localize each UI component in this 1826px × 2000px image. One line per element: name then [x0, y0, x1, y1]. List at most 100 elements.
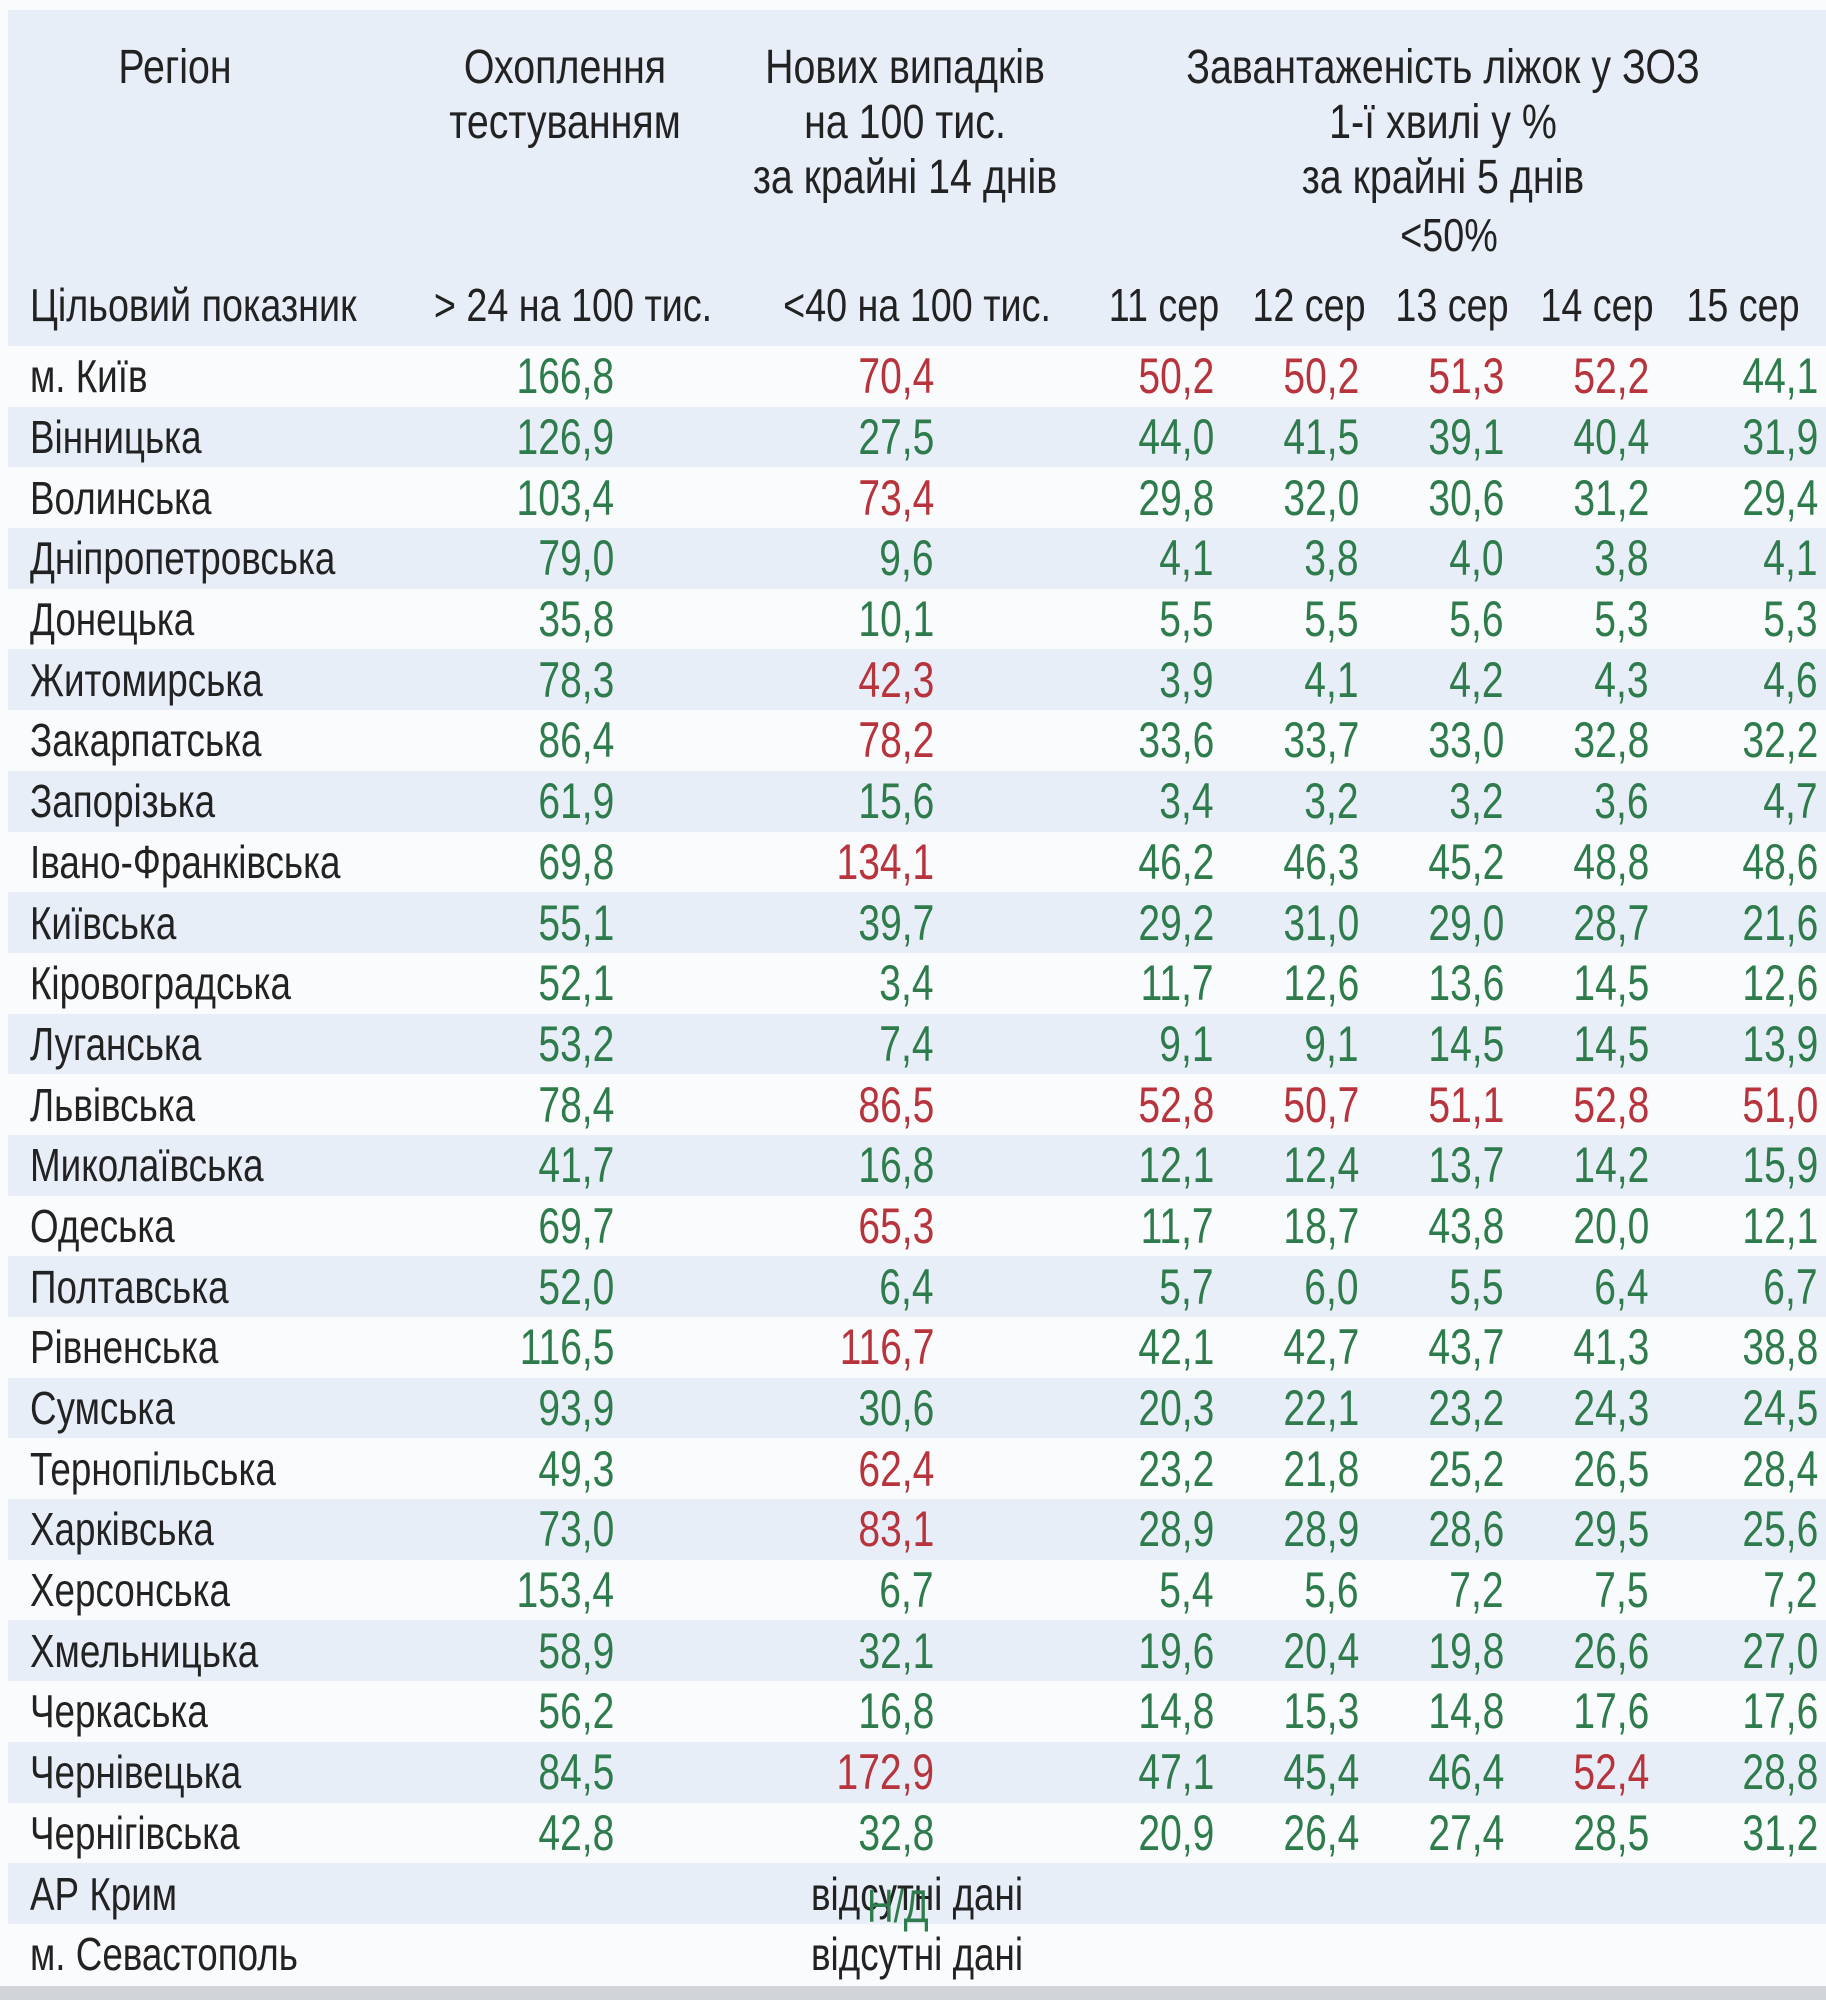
beds-value-4-text: 41,3 [1573, 1319, 1649, 1376]
beds-value-2-text: 3,8 [1304, 530, 1359, 587]
no-data-cell: відсутні дані [340, 1927, 1826, 1981]
testing-value-text: 78,4 [538, 1076, 614, 1133]
region-name-cell: Одеська [8, 1199, 340, 1253]
testing-value-text: 53,2 [538, 1015, 614, 1072]
beds-value-5-text: 6,7 [1763, 1258, 1818, 1315]
column-header-region: Регіон [118, 40, 231, 95]
testing-value: 78,4 [340, 1076, 622, 1134]
beds-value-2-text: 21,8 [1283, 1440, 1359, 1497]
beds-value-5: 51,0 [1657, 1076, 1826, 1134]
beds-value-3-text: 5,5 [1449, 1258, 1504, 1315]
beds-value-1: 5,5 [942, 590, 1222, 648]
beds-value-2-text: 3,2 [1304, 773, 1359, 830]
cases-value-text: 6,7 [879, 1562, 934, 1619]
testing-value: 79,0 [340, 529, 622, 587]
beds-value-3: 4,2 [1367, 651, 1512, 709]
cases-value: 39,7 [622, 894, 942, 952]
beds-value-5-text: 25,6 [1742, 1501, 1818, 1558]
beds-value-5: 5,3 [1657, 590, 1826, 648]
region-name-cell: Луганська [8, 1017, 340, 1071]
testing-value-text: 79,0 [538, 530, 614, 587]
cases-value: 3,4 [622, 954, 942, 1012]
beds-value-1-text: 23,2 [1138, 1440, 1214, 1497]
table-row: Вінницька 126,9 27,5 44,0 41,5 39,1 40,4 31,9 [8, 406, 1826, 468]
beds-value-2-text: 45,4 [1283, 1744, 1359, 1801]
beds-value-1-text: 9,1 [1159, 1015, 1214, 1072]
beds-value-4-text: 24,3 [1573, 1380, 1649, 1437]
beds-value-4-text: 32,8 [1573, 712, 1649, 769]
beds-value-3-text: 43,7 [1428, 1319, 1504, 1376]
table-row: Луганська 53,2 7,4 9,1 9,1 14,5 14,5 13,9 [8, 1013, 1826, 1075]
beds-value-5-text: 28,8 [1742, 1744, 1818, 1801]
testing-value-text: 78,3 [538, 651, 614, 708]
beds-value-3-text: 29,0 [1428, 894, 1504, 951]
beds-value-5-text: 12,1 [1742, 1197, 1818, 1254]
beds-value-2-text: 46,3 [1283, 833, 1359, 890]
cases-value-text: 30,6 [858, 1380, 934, 1437]
beds-value-5: 48,6 [1657, 833, 1826, 891]
cases-value: 78,2 [622, 711, 942, 769]
beds-value-2: 12,6 [1222, 954, 1367, 1012]
region-name-cell: Київська [8, 896, 340, 950]
table-row: Черкаська 56,2 16,8 14,8 15,3 14,8 17,6 17,6 [8, 1681, 1826, 1742]
beds-value-1-text: 20,9 [1138, 1804, 1214, 1861]
beds-value-3: 45,2 [1367, 833, 1512, 891]
region-name-cell: Закарпатська [8, 713, 340, 767]
beds-value-5: 38,8 [1657, 1318, 1826, 1376]
cases-value: 65,3 [622, 1197, 942, 1255]
cases-value-text: 32,1 [858, 1622, 934, 1679]
testing-value-text: 41,7 [538, 1137, 614, 1194]
region-name: Київська [30, 896, 177, 949]
cases-value-text: 86,5 [858, 1076, 934, 1133]
beds-value-3: 30,6 [1367, 469, 1512, 527]
beds-value-4-text: 26,5 [1573, 1440, 1649, 1497]
cases-value-text: 16,8 [858, 1137, 934, 1194]
cases-value: 10,1 [622, 590, 942, 648]
cases-value: 32,1 [622, 1622, 942, 1680]
cases-value-text: 3,4 [879, 955, 934, 1012]
table-row: Донецька 35,8 10,1 5,5 5,5 5,6 5,3 5,3 [8, 589, 1826, 650]
region-name-cell: Хмельницька [8, 1624, 340, 1678]
beds-value-1-text: 5,7 [1159, 1258, 1214, 1315]
testing-value: 55,1 [340, 894, 622, 952]
region-name: Полтавська [30, 1260, 229, 1313]
region-name-cell: Чернівецька [8, 1745, 340, 1799]
beds-value-3: 46,4 [1367, 1743, 1512, 1801]
region-name-cell: Дніпропетровська [8, 531, 340, 585]
beds-value-1: 19,6 [942, 1622, 1222, 1680]
beds-value-1-text: 44,0 [1138, 409, 1214, 466]
region-name-cell: Харківська [8, 1502, 340, 1556]
beds-value-1: 3,9 [942, 651, 1222, 709]
beds-value-4: 48,8 [1512, 833, 1657, 891]
beds-value-1-text: 46,2 [1138, 833, 1214, 890]
beds-value-3: 5,6 [1367, 590, 1512, 648]
region-name: Кіровоградська [30, 957, 291, 1010]
region-name: Рівненська [30, 1321, 219, 1374]
beds-value-4: 29,5 [1512, 1500, 1657, 1558]
beds-value-2: 5,6 [1222, 1561, 1367, 1619]
beds-value-4: 28,7 [1512, 894, 1657, 952]
beds-value-3: 19,8 [1367, 1622, 1512, 1680]
beds-value-4: 52,4 [1512, 1743, 1657, 1801]
region-name: Вінницька [30, 411, 202, 464]
cases-value: 30,6 [622, 1379, 942, 1437]
table-row: Харківська 73,0 83,1 28,9 28,9 28,6 29,5 25,6 [8, 1499, 1826, 1560]
beds-value-1: 11,7 [942, 1197, 1222, 1255]
bottom-strip [0, 1986, 1826, 2000]
cases-value-text: 27,5 [858, 409, 934, 466]
beds-value-3-text: 51,3 [1428, 348, 1504, 405]
testing-value: 86,4 [340, 711, 622, 769]
beds-value-3-text: 14,5 [1428, 1015, 1504, 1072]
beds-value-4-text: 40,4 [1573, 409, 1649, 466]
beds-value-4-text: 31,2 [1573, 469, 1649, 526]
region-name: Тернопільська [30, 1442, 276, 1495]
beds-value-2: 28,9 [1222, 1500, 1367, 1558]
beds-value-1: 12,1 [942, 1136, 1222, 1194]
cases-header-line: на 100 тис. [804, 96, 1006, 149]
region-name: Хмельницька [30, 1624, 259, 1677]
testing-value: 69,7 [340, 1197, 622, 1255]
testing-target-label: > 24 на 100 тис. [433, 279, 713, 331]
beds-value-3: 28,6 [1367, 1500, 1512, 1558]
cases-value-text: 70,4 [858, 348, 934, 405]
region-name-cell: м. Севастополь [8, 1927, 340, 1981]
